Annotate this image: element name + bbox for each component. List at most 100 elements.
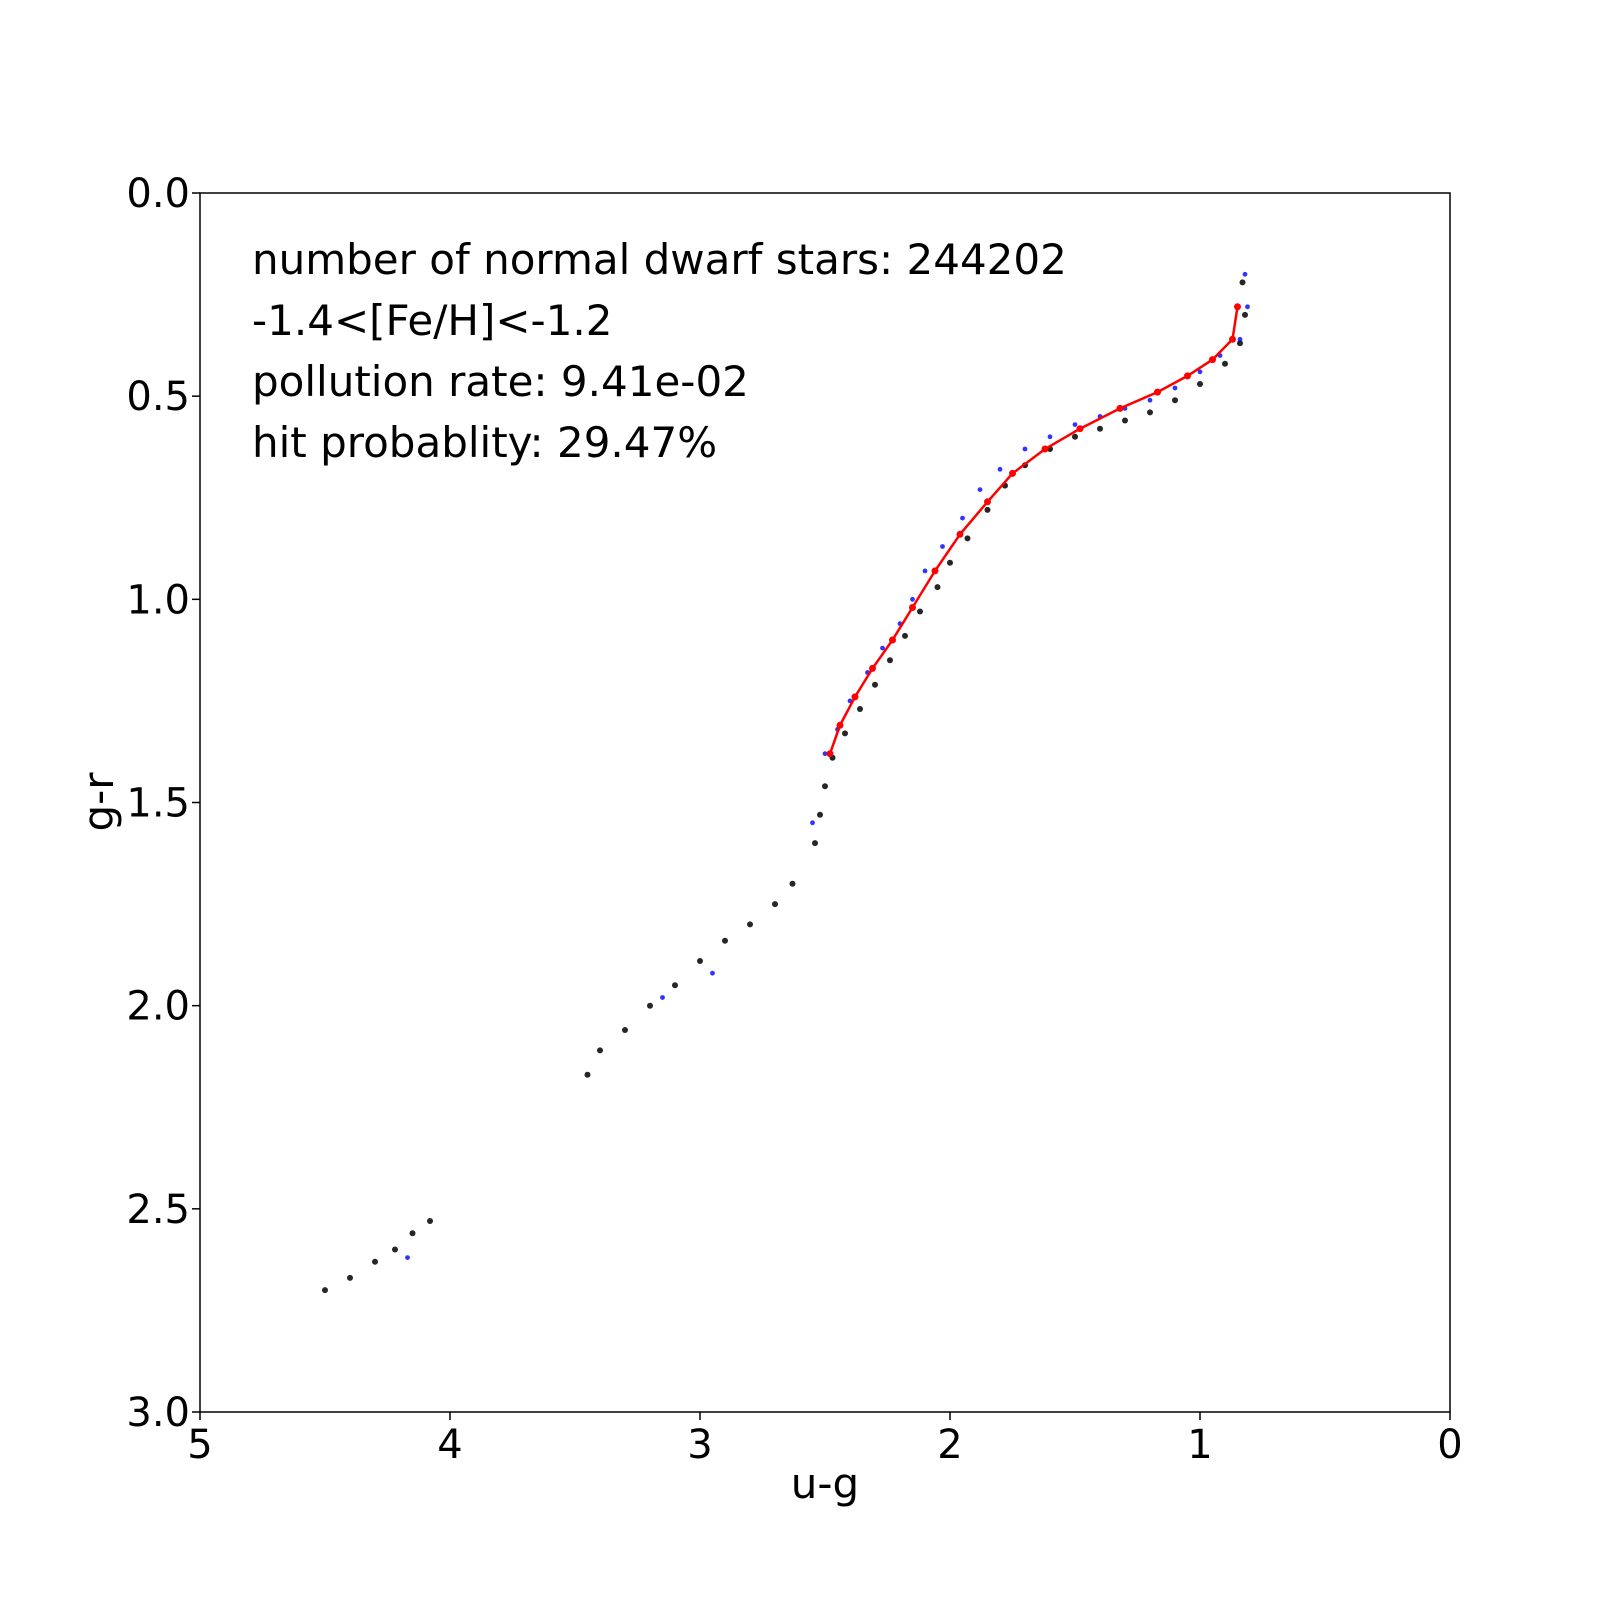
dwarf-star-point (409, 1230, 416, 1237)
x-tick-label: 3 (687, 1422, 712, 1468)
dwarf-star-point (1097, 425, 1103, 432)
dwarf-star-point (347, 1274, 353, 1281)
dwarf-star-point (322, 1287, 328, 1294)
dwarf-star-point (1147, 409, 1153, 416)
fit-line-marker (1234, 303, 1241, 311)
polluting-star-point (810, 820, 815, 826)
dwarf-star-point (887, 657, 893, 664)
fit-line-marker (1184, 372, 1191, 380)
dwarf-star-point (817, 811, 823, 818)
annotation-metallicity: -1.4<[Fe/H]<-1.2 (252, 296, 613, 345)
y-tick-label: 3.0 (126, 1390, 190, 1436)
y-tick-label: 1.0 (126, 577, 190, 623)
dwarf-star-point (772, 901, 778, 908)
y-tick-label: 0.0 (126, 171, 190, 217)
dwarf-star-point (672, 982, 678, 989)
dwarf-star-point (427, 1218, 433, 1224)
polluting-star-point (710, 970, 715, 976)
dwarf-star-point (1072, 433, 1078, 440)
fit-line-marker (851, 693, 859, 701)
fit-line-marker (826, 750, 834, 758)
y-tick-label: 0.5 (126, 374, 190, 420)
dwarf-star-point (1197, 381, 1203, 387)
polluting-star-point (922, 568, 928, 574)
fit-line-marker (1209, 356, 1216, 364)
annotation-star-count: number of normal dwarf stars: 244202 (252, 235, 1067, 284)
polluting-star-point (1022, 446, 1028, 452)
dwarf-star-point (747, 921, 753, 928)
dwarf-star-point (902, 632, 908, 639)
x-tick-label: 1 (1187, 1422, 1212, 1468)
dwarf-star-point (1122, 417, 1128, 424)
dwarf-star-point (1239, 279, 1246, 286)
x-tick-label: 5 (187, 1422, 212, 1468)
dwarf-star-point (1237, 340, 1243, 347)
dwarf-star-point (789, 880, 796, 887)
fit-line-marker (869, 664, 876, 672)
dwarf-star-point (934, 584, 941, 591)
polluting-star-point (1245, 304, 1250, 310)
dwarf-star-point (597, 1047, 603, 1054)
x-tick-label: 0 (1437, 1422, 1462, 1468)
y-tick-label: 2.0 (126, 984, 190, 1030)
fit-line-marker (1076, 425, 1084, 433)
polluting-star-point (1242, 271, 1248, 277)
fit-line-marker (1009, 469, 1016, 477)
fit-line-marker (1154, 388, 1161, 396)
polluting-star-point (1047, 434, 1053, 440)
polluting-star-point (940, 544, 945, 549)
polluting-star-point (660, 995, 665, 1000)
fit-line (828, 306, 1239, 755)
polluting-star-point (960, 515, 965, 521)
dwarf-star-point (722, 937, 728, 944)
y-axis-label: g-r (74, 772, 123, 832)
x-axis-label: u-g (791, 1459, 859, 1508)
dwarf-star-point (872, 681, 878, 688)
polluting-star-point (1172, 385, 1178, 391)
polluting-star-point (822, 751, 828, 757)
annotation-hit-probability: hit probablity: 29.47% (252, 418, 717, 467)
dwarf-star-point (372, 1258, 378, 1265)
dwarf-star-point (647, 1002, 653, 1009)
polluting-star-point (997, 466, 1003, 472)
fit-line-marker (1229, 335, 1236, 343)
fit-line-marker (909, 604, 916, 611)
y-tick-label: 2.5 (126, 1187, 190, 1233)
dwarf-star-point (947, 559, 953, 566)
fit-line-marker (984, 498, 991, 506)
polluting-star-point (1237, 336, 1243, 342)
dwarf-star-point (917, 608, 923, 615)
fit-line-marker (931, 567, 939, 575)
dwarf-star-point (622, 1027, 628, 1033)
polluting-star-point (1072, 422, 1078, 427)
polluting-star-point (880, 645, 885, 651)
polluting-star-point (1147, 397, 1153, 403)
fit-line-marker (1041, 445, 1049, 453)
y-tick-label: 1.5 (126, 781, 190, 827)
dwarf-star-point (842, 730, 848, 737)
dwarf-star-point (984, 506, 991, 513)
dwarf-star-point (857, 706, 863, 712)
dwarf-star-point (584, 1071, 591, 1078)
polluting-star-point (1197, 369, 1203, 375)
fit-line-marker (956, 530, 964, 538)
dwarf-star-point (1242, 311, 1248, 318)
dwarf-star-point (697, 958, 703, 964)
x-tick-label: 4 (437, 1422, 462, 1468)
dwarf-star-point (1222, 360, 1228, 367)
dwarf-star-point (822, 783, 828, 790)
fit-line-marker (889, 636, 896, 644)
polluting-star-point (405, 1255, 410, 1260)
dwarf-star-point (392, 1246, 398, 1253)
fit-line-marker (1116, 404, 1124, 412)
dwarf-star-point (812, 840, 818, 847)
fit-line-layer (826, 303, 1241, 758)
dwarf-star-point (964, 535, 971, 542)
dwarf-star-point (1172, 397, 1178, 404)
polluting-star-point (910, 596, 915, 602)
polluting-star-point (977, 487, 983, 492)
annotation-pollution-rate: pollution rate: 9.41e-02 (252, 357, 749, 406)
fit-line-marker (836, 721, 844, 729)
x-tick-label: 2 (937, 1422, 962, 1468)
